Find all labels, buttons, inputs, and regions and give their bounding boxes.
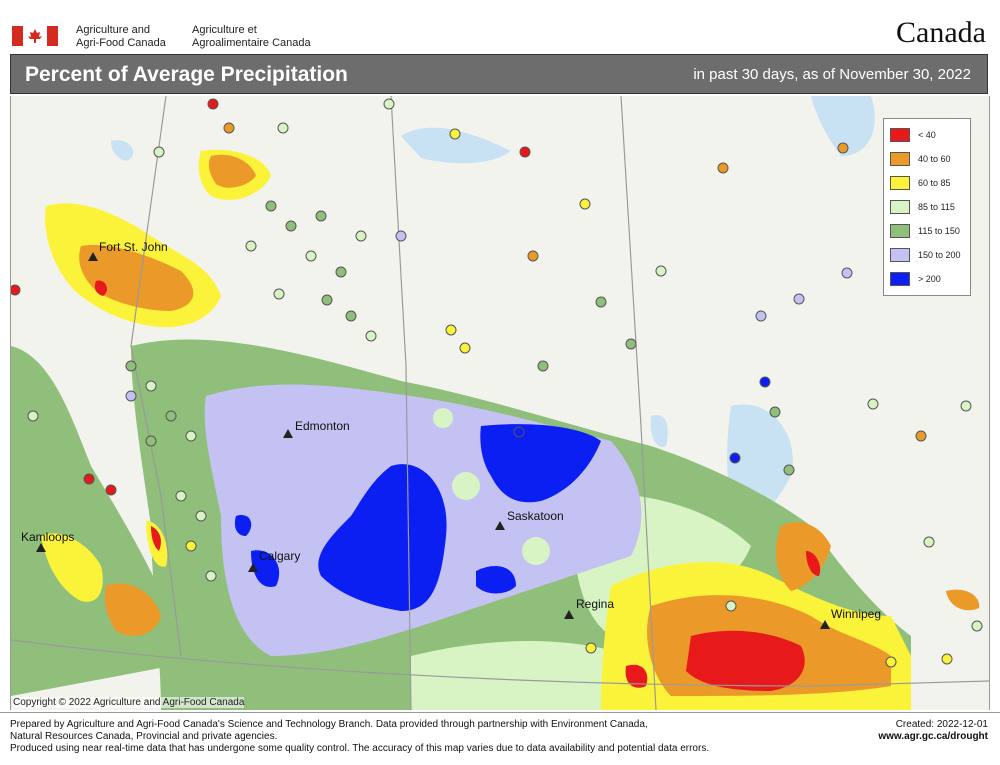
legend-item: > 200 xyxy=(890,269,964,288)
legend-item: 40 to 60 xyxy=(890,149,964,168)
city-marker-calgary xyxy=(248,563,258,572)
legend-item: 115 to 150 xyxy=(890,221,964,240)
footer-line-1: Prepared by Agriculture and Agri-Food Ca… xyxy=(10,719,648,730)
legend-label: > 200 xyxy=(918,273,941,284)
legend-item: 150 to 200 xyxy=(890,245,964,264)
city-marker-winnipeg xyxy=(820,620,830,629)
legend-label: 40 to 60 xyxy=(918,153,951,164)
footer: Prepared by Agriculture and Agri-Food Ca… xyxy=(0,712,1000,765)
precipitation-map[interactable]: Fort St. John Edmonton Kamloops Calgary … xyxy=(10,96,990,710)
legend-label: 115 to 150 xyxy=(918,225,960,236)
city-marker-saskatoon xyxy=(495,521,505,530)
city-marker-regina xyxy=(564,610,574,619)
footer-notes: Prepared by Agriculture and Agri-Food Ca… xyxy=(10,719,810,755)
legend-swatch xyxy=(890,127,910,142)
created-date: Created: 2022-12-01 xyxy=(895,719,988,730)
city-marker-fort-st-john xyxy=(88,252,98,261)
dept-fr-line2: Agroalimentaire Canada xyxy=(192,37,311,49)
map-copyright: Copyright © 2022 Agriculture and Agri-Fo… xyxy=(13,697,245,708)
city-label-regina: Regina xyxy=(576,597,614,611)
department-name-french: Agriculture et Agroalimentaire Canada xyxy=(192,24,311,50)
dept-en-line1: Agriculture and xyxy=(76,24,150,36)
legend-swatch xyxy=(890,199,910,214)
canada-wordmark: Canada xyxy=(896,16,986,49)
dept-fr-line1: Agriculture et xyxy=(192,24,257,36)
city-label-calgary: Calgary xyxy=(259,549,300,563)
legend-label: 85 to 115 xyxy=(918,201,955,212)
legend-swatch xyxy=(890,247,910,262)
legend-item: 85 to 115 xyxy=(890,197,964,216)
city-marker-kamloops xyxy=(36,543,46,552)
legend-swatch xyxy=(890,223,910,238)
department-name-english: Agriculture and Agri-Food Canada xyxy=(76,24,166,50)
legend-label: 150 to 200 xyxy=(918,249,961,260)
map-canvas: Fort St. John Edmonton Kamloops Calgary … xyxy=(11,96,989,710)
city-label-winnipeg: Winnipeg xyxy=(831,607,881,621)
header: Agriculture and Agri-Food Canada Agricul… xyxy=(0,0,1000,52)
city-label-fort-st-john: Fort St. John xyxy=(99,240,168,254)
dept-en-line2: Agri-Food Canada xyxy=(76,37,166,49)
city-label-edmonton: Edmonton xyxy=(295,419,350,433)
legend-item: 60 to 85 xyxy=(890,173,964,192)
title-bar: Percent of Average Precipitation in past… xyxy=(10,54,988,94)
city-label-kamloops: Kamloops xyxy=(21,530,74,544)
canada-flag-icon xyxy=(12,26,58,46)
legend-swatch xyxy=(890,175,910,190)
city-marker-edmonton xyxy=(283,429,293,438)
map-subtitle: in past 30 days, as of November 30, 2022 xyxy=(693,66,971,83)
legend-label: 60 to 85 xyxy=(918,177,951,188)
map-legend: < 40 40 to 60 60 to 85 85 to 115 115 to … xyxy=(883,118,971,296)
footer-line-2: Natural Resources Canada, Provincial and… xyxy=(10,731,278,742)
city-label-saskatoon: Saskatoon xyxy=(507,509,564,523)
drought-url-link[interactable]: www.agr.gc.ca/drought xyxy=(878,731,988,742)
map-title: Percent of Average Precipitation xyxy=(25,63,348,86)
legend-swatch xyxy=(890,271,910,286)
legend-item: < 40 xyxy=(890,125,964,144)
legend-label: < 40 xyxy=(918,129,936,140)
footer-meta: Created: 2022-12-01 www.agr.gc.ca/drough… xyxy=(878,719,988,743)
footer-line-3: Produced using near real-time data that … xyxy=(10,743,710,754)
legend-swatch xyxy=(890,151,910,166)
